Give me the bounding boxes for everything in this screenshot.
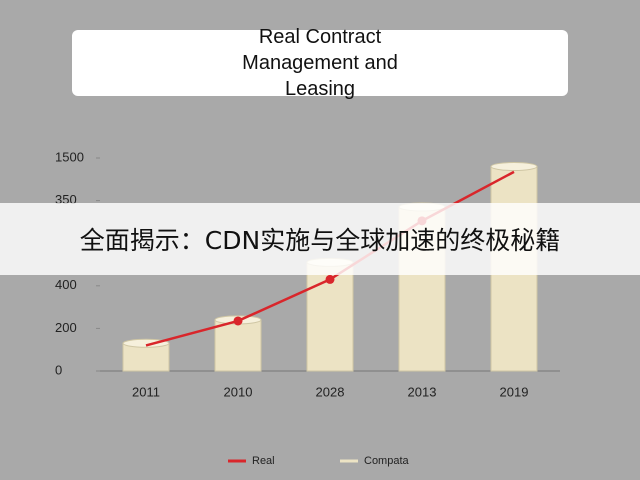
legend-label: Compata — [364, 455, 410, 467]
x-tick-label: 2011 — [132, 384, 160, 399]
line-point — [233, 316, 243, 326]
x-tick-label: 2013 — [408, 384, 437, 399]
line-point — [325, 274, 335, 284]
bar-top — [490, 162, 538, 172]
y-tick-label: 200 — [55, 320, 77, 335]
y-tick-label: 1500 — [55, 149, 84, 164]
y-tick-label: 0 — [55, 362, 62, 377]
bar — [122, 342, 170, 372]
bar — [214, 319, 262, 372]
x-tick-label: 2028 — [316, 384, 345, 399]
banner: 全面揭示：CDN实施与全球加速的终极秘籍 — [0, 203, 640, 275]
x-tick-label: 2019 — [500, 384, 529, 399]
legend-label: Real — [252, 455, 275, 467]
y-tick-label: 400 — [55, 277, 77, 292]
x-tick-label: 2010 — [224, 384, 253, 399]
chart-title: Real Contract Management and Leasing — [72, 26, 568, 100]
